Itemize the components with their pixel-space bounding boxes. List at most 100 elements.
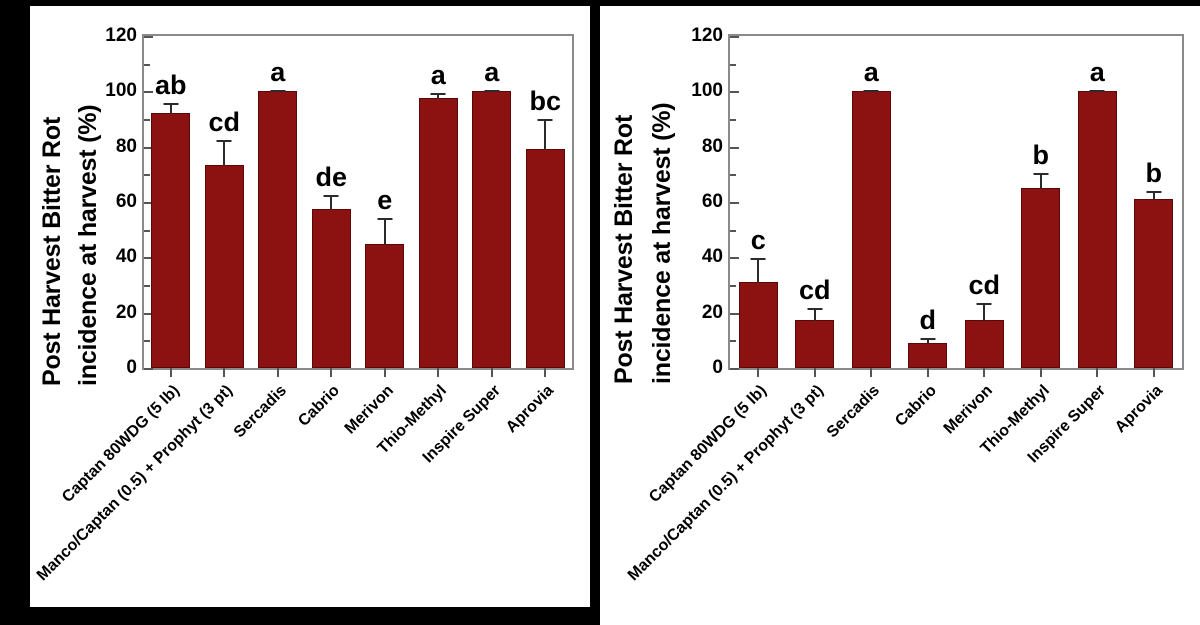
y-tick-major	[144, 36, 153, 38]
error-bar	[223, 142, 226, 166]
y-tick-label: 20	[115, 301, 137, 323]
error-bar-cap	[163, 102, 179, 105]
bar: b	[1021, 142, 1061, 368]
y-tick-minor	[730, 229, 736, 232]
y-tick-minor	[144, 285, 150, 287]
bar-group: de	[305, 36, 359, 368]
y-axis-title-line1-right: Post Harvest Bitter Rot	[610, 114, 638, 384]
significance-letter: e	[377, 184, 393, 215]
x-tick	[465, 368, 519, 378]
y-tick-label: 100	[105, 80, 137, 102]
significance-letter: b	[1032, 140, 1050, 171]
x-tick	[198, 368, 252, 378]
y-tick-major	[144, 257, 153, 260]
significance-letter: cd	[798, 274, 831, 305]
bar-group: a	[1069, 36, 1126, 368]
y-tick-label: 120	[691, 25, 723, 46]
y-tick-major	[144, 312, 153, 315]
x-tick	[305, 368, 359, 378]
bar: bc	[525, 88, 565, 368]
plot-area-right: 0 20 40 60 80 100 120 c cd a d cd b a b Captan 80WDG …	[625, 25, 1184, 584]
x-axis-ticks-right	[730, 368, 1182, 378]
plot-area-left: 0 20 40 60 80 100 120 ab cd a de e a a bc Captan 80WD…	[34, 25, 574, 584]
bar-group: b	[1126, 36, 1183, 368]
error-bar-cap	[216, 140, 232, 143]
y-tick-major	[730, 36, 739, 38]
x-tick	[144, 368, 198, 378]
error-bar	[983, 305, 986, 321]
bar: d	[908, 306, 948, 368]
x-tick	[358, 368, 412, 378]
x-axis-ticks-left	[144, 368, 572, 378]
significance-letter: de	[315, 162, 348, 193]
error-bar-cap	[750, 257, 766, 260]
error-bar-cap	[1089, 90, 1105, 93]
error-bar	[437, 95, 440, 100]
error-bar	[1152, 193, 1155, 201]
error-bar	[926, 339, 929, 345]
bar-group: a	[843, 36, 900, 368]
significance-letter: a	[1089, 57, 1105, 88]
y-tick-label: 60	[701, 191, 723, 212]
significance-letter: a	[484, 57, 500, 88]
bar-group: a	[251, 36, 305, 368]
y-tick-label: 60	[115, 191, 137, 212]
bar-group: a	[412, 36, 466, 368]
y-tick-major	[730, 368, 739, 370]
y-tick-major	[730, 202, 739, 204]
bar-series-left: ab cd a de e a a bc	[144, 36, 572, 368]
bar-group: c	[730, 36, 787, 368]
y-tick-label: 100	[691, 80, 723, 102]
error-bar	[1039, 175, 1042, 190]
y-tick-minor	[144, 119, 150, 121]
y-tick-minor	[144, 340, 150, 343]
bar: c	[738, 226, 778, 368]
bar-group: a	[465, 36, 519, 368]
bar: de	[311, 164, 351, 368]
y-tick-minor	[730, 174, 736, 177]
error-bar-cap	[377, 217, 393, 220]
y-tick-minor	[730, 119, 736, 121]
x-tick	[956, 368, 1013, 378]
y-tick-major	[144, 368, 153, 370]
significance-letter: a	[270, 57, 286, 88]
error-bar-cap	[1033, 173, 1049, 176]
bar-group: cd	[787, 36, 844, 368]
significance-letter: bc	[529, 86, 562, 117]
x-tick	[412, 368, 466, 378]
y-tick-major	[730, 91, 739, 94]
bar: cd	[795, 276, 835, 368]
significance-letter: cd	[968, 270, 1001, 301]
x-tick	[843, 368, 900, 378]
chart-panel-right: Post Harvest Bitter Rot incidence at har…	[600, 6, 1200, 625]
error-bar	[813, 309, 816, 321]
bar: a	[258, 59, 298, 368]
bar-group: ab	[144, 36, 198, 368]
error-bar-cap	[430, 93, 446, 96]
significance-letter: d	[919, 304, 937, 335]
error-bar	[757, 259, 760, 284]
significance-letter: cd	[208, 107, 241, 138]
significance-letter: c	[750, 224, 766, 255]
y-tick-minor	[730, 63, 736, 66]
bar: cd	[204, 109, 244, 368]
error-bar-cap	[863, 90, 879, 93]
y-tick-major	[144, 146, 153, 149]
y-tick-minor	[730, 285, 736, 287]
error-bar	[383, 219, 386, 245]
error-bar-cap	[807, 307, 823, 310]
error-bar-cap	[976, 303, 992, 306]
x-tick	[730, 368, 787, 378]
bar: b	[1134, 160, 1174, 368]
y-tick-label: 80	[701, 135, 723, 157]
bar: a	[851, 59, 891, 368]
x-tick	[1126, 368, 1183, 378]
error-bar-cap	[537, 119, 553, 122]
y-tick-major	[730, 146, 739, 149]
y-tick-major	[730, 257, 739, 260]
bar: ab	[151, 71, 191, 368]
y-tick-label: 40	[701, 246, 723, 268]
bar-group: cd	[198, 36, 252, 368]
y-tick-major	[144, 202, 153, 204]
